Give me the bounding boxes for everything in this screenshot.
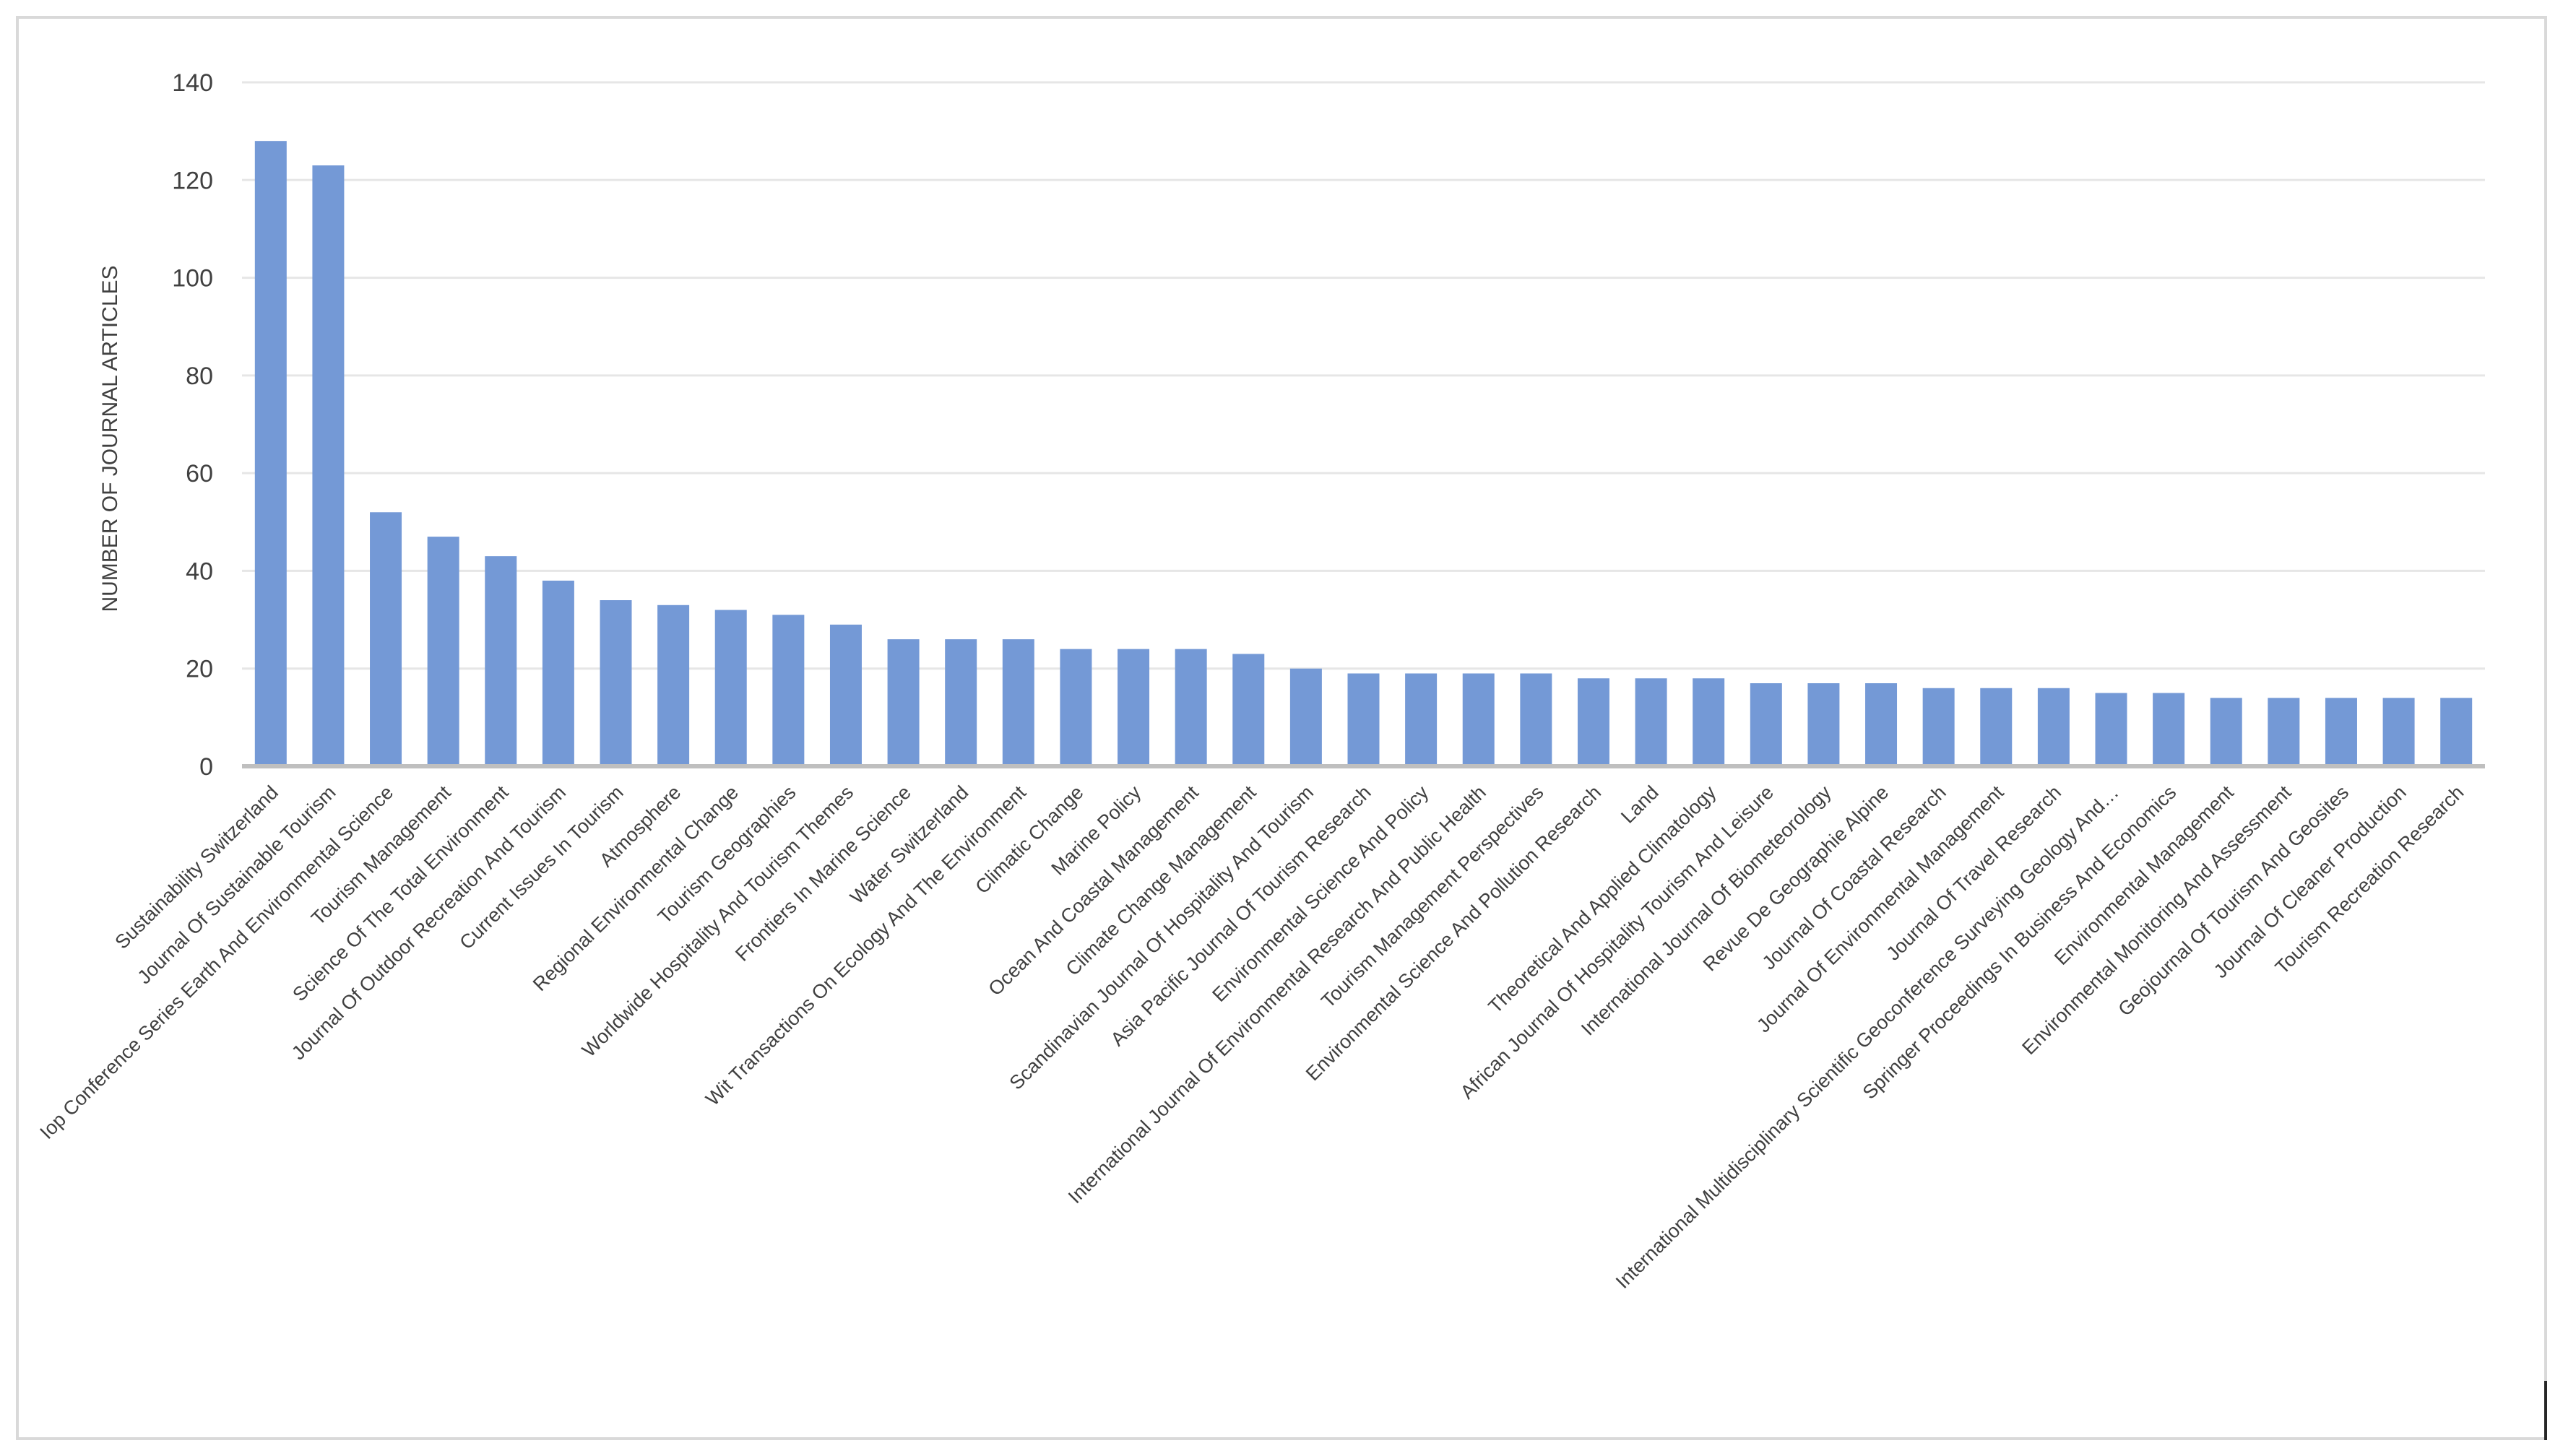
gridlines — [242, 81, 2485, 670]
x-category-label: Land — [1617, 781, 1663, 828]
y-tick-label: 20 — [186, 656, 213, 683]
y-tick-label: 140 — [172, 69, 213, 97]
bar — [1232, 654, 1265, 766]
x-category-label: Journal Of Outdoor Recreation And Touris… — [288, 781, 570, 1064]
bar — [600, 600, 632, 766]
bar — [1865, 683, 1898, 766]
bar — [1577, 678, 1609, 766]
bar — [427, 537, 459, 766]
bar — [1635, 678, 1667, 766]
bar — [2325, 698, 2357, 766]
x-category-label: Regional Environmental Change — [529, 781, 743, 995]
y-tick-label: 120 — [172, 167, 213, 194]
y-tick-label: 60 — [186, 460, 213, 488]
x-category-label: Science Of The Total Environment — [288, 781, 513, 1006]
bar — [1118, 649, 1150, 766]
x-category-label: Worldwide Hospitality And Tourism Themes — [578, 781, 857, 1061]
bar — [370, 512, 402, 766]
bar — [485, 556, 517, 766]
bars — [254, 141, 2473, 766]
bar — [2095, 693, 2127, 766]
bar — [1693, 678, 1725, 766]
bar — [312, 165, 345, 766]
y-tick-label: 80 — [186, 363, 213, 390]
bar — [2268, 698, 2300, 766]
bar — [945, 639, 977, 766]
x-category-label: Climatic Change — [971, 781, 1087, 898]
bar — [1980, 688, 2013, 766]
y-tick-labels: 0 20 40 60 80 100 120 140 — [172, 69, 213, 781]
bar — [829, 624, 862, 766]
bar — [2153, 693, 2185, 766]
y-tick-label: 40 — [186, 558, 213, 585]
bar — [254, 141, 287, 766]
frame-corner-mark — [2544, 1381, 2547, 1440]
bar — [2210, 698, 2242, 766]
bar — [1750, 683, 1782, 766]
y-tick-label: 0 — [199, 753, 213, 781]
bar — [2037, 688, 2070, 766]
bar — [542, 580, 574, 766]
x-category-label: Ocean And Coastal Management — [984, 781, 1203, 1000]
bar — [2382, 698, 2415, 766]
bar — [2440, 698, 2473, 766]
x-category-label: Environmental Monitoring And Assessment — [2018, 781, 2295, 1059]
y-axis-title: NUMBER OF JOURNAL ARTICLES — [98, 265, 122, 612]
bar — [1462, 673, 1495, 766]
bar — [1807, 683, 1840, 766]
bar — [1347, 673, 1380, 766]
bar — [1922, 688, 1955, 766]
bar — [714, 610, 747, 766]
bar — [772, 615, 805, 766]
bar — [1405, 673, 1438, 766]
bar — [1002, 639, 1034, 766]
bar — [657, 604, 690, 766]
bar — [1520, 673, 1552, 766]
bar — [1175, 649, 1207, 766]
bar — [887, 639, 920, 766]
y-tick-label: 100 — [172, 265, 213, 292]
bar — [1289, 668, 1322, 766]
bar — [1060, 649, 1092, 766]
